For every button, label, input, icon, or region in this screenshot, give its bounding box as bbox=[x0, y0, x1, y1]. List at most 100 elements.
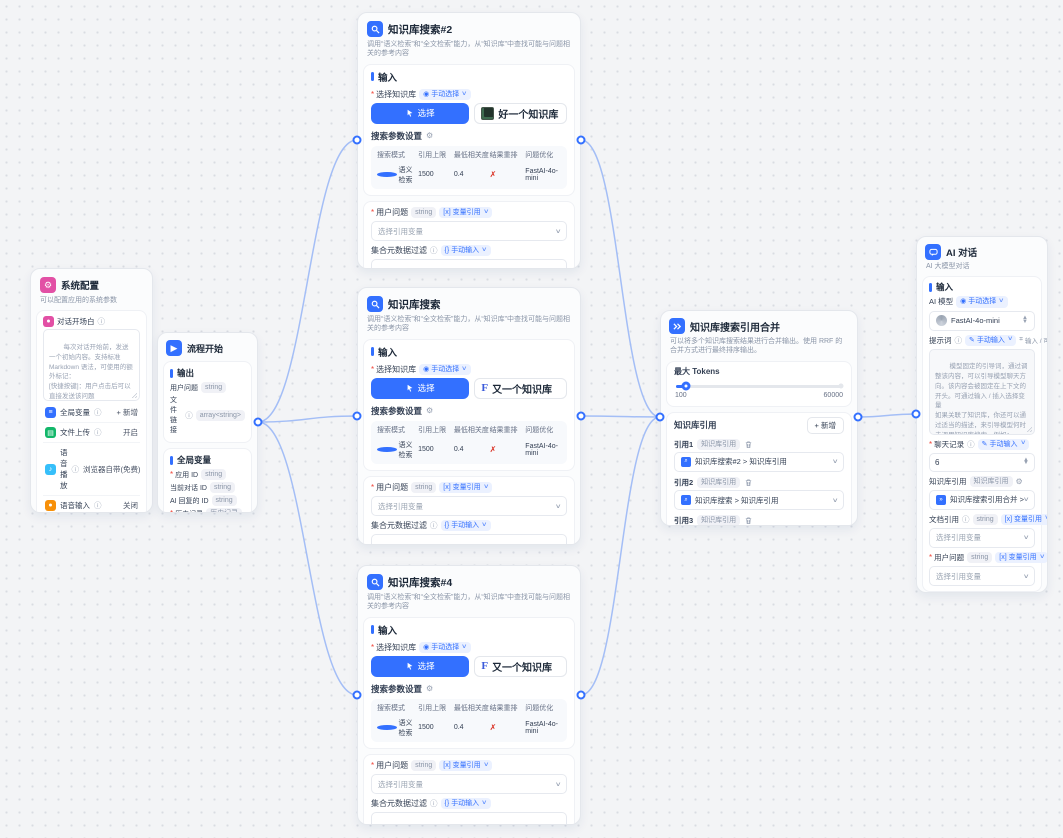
node-subtitle: 可以将多个知识库搜索结果进行合并输出。使用 RRF 的合并方式进行最终排序输出。 bbox=[670, 338, 843, 355]
handle-start-source[interactable] bbox=[253, 417, 263, 427]
trash-icon[interactable] bbox=[744, 478, 753, 487]
chevron-down-icon: ∨ bbox=[1022, 535, 1030, 542]
node-ai-chat[interactable]: AI 对话 AI 大模型对话 输入 AI 模型 ◉ 手动选择 ∨ FastAI-4o… bbox=[916, 236, 1048, 593]
filter-input[interactable] bbox=[371, 259, 567, 268]
type-tag: 知识库引用 bbox=[697, 438, 741, 450]
manual-select-chip[interactable]: ◉ 手动选择 ∨ bbox=[956, 296, 1008, 308]
prompt-hint: 输入 / 可选择变量 bbox=[1024, 338, 1047, 346]
col-header: 引用上限 bbox=[418, 426, 447, 434]
question-variable-select[interactable]: 选择引用变量 ∨ bbox=[929, 566, 1035, 586]
quote-ref-select-2[interactable]: ⌕ 知识库搜索 > 知识库引用 ∨ bbox=[674, 490, 844, 511]
config-row-variables[interactable]: ≡ 全局变量 ⓘ + 新增 bbox=[43, 403, 140, 422]
quote-ref-select-1[interactable]: ⌕ 知识库搜索#2 > 知识库引用 ∨ bbox=[674, 451, 844, 472]
flow-start-icon: ▶ bbox=[166, 340, 182, 356]
required-mark: * bbox=[371, 364, 375, 374]
prompt-input[interactable]: 模型固定的引导词，通过调整该内容，可以引导模型聊天方向。该内容会被固定在上下文的… bbox=[929, 348, 1035, 435]
gear-icon[interactable]: ⚙ bbox=[426, 684, 434, 694]
section-bar bbox=[929, 282, 932, 292]
input-section-title: 输入 bbox=[378, 625, 398, 637]
filter-input[interactable] bbox=[371, 812, 567, 824]
dataset-item[interactable]: 好一个知识库 bbox=[474, 102, 567, 124]
manual-select-chip[interactable]: ◉ 手动选择 ∨ bbox=[419, 641, 471, 653]
dataset-item[interactable]: F 又一个知识库 bbox=[474, 655, 567, 677]
info-icon: ⓘ bbox=[185, 410, 193, 420]
dataset-item[interactable]: F 又一个知识库 bbox=[474, 377, 567, 399]
manual-input-chip[interactable]: {} 手动输入 ∨ bbox=[440, 245, 491, 257]
gear-icon[interactable]: ⚙ bbox=[426, 406, 434, 416]
config-row-tts[interactable]: ♪ 语音播放 ⓘ 浏览器自带(免费) bbox=[43, 442, 141, 495]
chevron-down-icon: ∨ bbox=[1019, 440, 1026, 447]
manual-select-chip[interactable]: ◉ 手动选择 ∨ bbox=[419, 363, 471, 375]
question-variable-select[interactable]: 选择引用变量 ∨ bbox=[371, 221, 567, 242]
node-title: 系统配置 bbox=[61, 281, 100, 292]
filter-input[interactable] bbox=[371, 534, 567, 544]
input-section-title: 输入 bbox=[378, 347, 398, 359]
node-flow-start[interactable]: ▶ 流程开始 输出 用户问题 string 文件链接 ⓘ array<string> … bbox=[157, 332, 258, 513]
manual-input-chip[interactable]: ✎ 手动输入 ∨ bbox=[965, 334, 1017, 346]
variable-ref-chip[interactable]: [x]变量引用∨ bbox=[995, 551, 1047, 563]
select-dataset-button[interactable]: 选择 bbox=[371, 655, 470, 677]
type-tag: string bbox=[201, 382, 227, 394]
history-count-input[interactable]: 6 ▲ ▼ bbox=[929, 452, 1035, 472]
handle-search4-source[interactable] bbox=[576, 690, 586, 700]
manual-input-chip[interactable]: {} 手动输入 ∨ bbox=[440, 520, 491, 532]
node-dataset-search-2[interactable]: 知识库搜索#2 调用“语义检索”和“全文检索”能力，从“知识库”中查找可能与问题… bbox=[357, 12, 581, 269]
question-variable-select[interactable]: 选择引用变量 ∨ bbox=[371, 496, 567, 517]
handle-merge-source[interactable] bbox=[853, 412, 863, 422]
variable-ref-chip[interactable]: [x]变量引用∨ bbox=[1000, 513, 1047, 525]
node-title: 知识库搜索#4 bbox=[388, 576, 453, 589]
doc-quote-select[interactable]: 选择引用变量 ∨ bbox=[929, 527, 1035, 548]
rerank-cross-icon: ✗ bbox=[489, 170, 497, 180]
handle-search2-target[interactable] bbox=[352, 135, 362, 145]
handle-search2-source[interactable] bbox=[576, 135, 586, 145]
col-header: 问题优化 bbox=[525, 704, 554, 712]
handle-search1-target[interactable] bbox=[352, 411, 362, 421]
trash-icon[interactable] bbox=[744, 440, 753, 449]
rerank-cross-icon: ✗ bbox=[489, 723, 497, 733]
add-variable-button[interactable]: + 新增 bbox=[116, 408, 138, 418]
output-label: 文件链接 bbox=[170, 397, 177, 435]
add-quote-button[interactable]: + 新增 bbox=[806, 416, 844, 434]
variable-ref-chip[interactable]: [x]变量引用∨ bbox=[439, 206, 493, 219]
cell-limit: 1500 bbox=[418, 724, 434, 732]
history-label: 聊天记录 bbox=[934, 439, 965, 449]
edge-merge-to-ai bbox=[857, 413, 917, 418]
handle-search4-target[interactable] bbox=[352, 690, 362, 700]
quote-source-select[interactable]: »知识库搜索引用合并 > 知识库引用 ∨ bbox=[929, 489, 1035, 510]
slider-min-label: 100 bbox=[675, 391, 687, 399]
variable-ref-chip[interactable]: [x]变量引用∨ bbox=[439, 759, 493, 772]
type-tag: string bbox=[411, 206, 437, 219]
handle-ai-target[interactable] bbox=[911, 409, 921, 419]
manual-select-chip[interactable]: ◉ 手动选择 ∨ bbox=[419, 88, 471, 100]
resize-handle-icon[interactable] bbox=[1026, 425, 1032, 432]
node-dataset-search-4[interactable]: 知识库搜索#4 调用“语义检索”和“全文检索”能力，从“知识库”中查找可能与问题… bbox=[357, 565, 581, 825]
node-subtitle: 调用“语义检索”和“全文检索”能力，从“知识库”中查找可能与问题相关的参考内容 bbox=[367, 41, 570, 58]
stepper-icon[interactable]: ▲ ▼ bbox=[1023, 456, 1029, 467]
params-table: 搜索模式 引用上限 最低相关度 结果重排 问题优化 语义检索 1500 0.4 … bbox=[371, 698, 567, 742]
question-variable-select[interactable]: 选择引用变量 ∨ bbox=[371, 774, 567, 795]
manual-input-chip[interactable]: ✎ 手动输入 ∨ bbox=[977, 438, 1029, 450]
resize-handle-icon[interactable] bbox=[131, 392, 137, 399]
gear-icon[interactable]: ⚙ bbox=[1015, 476, 1023, 486]
manual-input-chip[interactable]: {} 手动输入 ∨ bbox=[440, 798, 491, 810]
voice-input-icon: ● bbox=[45, 500, 56, 512]
node-system-config[interactable]: ⚙ 系统配置 可以配置应用的系统参数 ● 对话开场白 ⓘ 每次对话开始前，发送一… bbox=[30, 268, 153, 513]
gear-icon[interactable]: ⚙ bbox=[426, 131, 434, 141]
ai-model-select[interactable]: FastAI-4o-mini ▲ ▼ bbox=[929, 310, 1035, 331]
config-row-file-upload[interactable]: ▤ 文件上传 ⓘ 开启 bbox=[43, 422, 140, 442]
select-dataset-button[interactable]: 选择 bbox=[371, 102, 470, 124]
handle-merge-target[interactable] bbox=[655, 412, 665, 422]
params-title: 搜索参数设置 bbox=[371, 683, 423, 694]
select-dataset-button[interactable]: 选择 bbox=[371, 377, 470, 399]
node-quote-merge[interactable]: 知识库搜索引用合并 可以将多个知识库搜索结果进行合并输出。使用 RRF 的合并方… bbox=[660, 310, 858, 526]
slider-knob[interactable] bbox=[681, 381, 691, 391]
handle-search1-source[interactable] bbox=[576, 411, 586, 421]
node-dataset-search-1[interactable]: 知识库搜索 调用“语义检索”和“全文检索”能力，从“知识库”中查找可能与问题相关… bbox=[357, 287, 581, 545]
config-row-voice-input[interactable]: ● 语音输入 ⓘ 关闭 bbox=[43, 495, 140, 512]
welcome-text-input[interactable]: 每次对话开始前，发送一个初始内容。支持标准 Markdown 语法，可使用的额外… bbox=[43, 329, 140, 402]
trash-icon[interactable] bbox=[744, 516, 753, 525]
max-tokens-slider[interactable] bbox=[676, 381, 844, 391]
variable-ref-chip[interactable]: [x]变量引用∨ bbox=[439, 481, 493, 494]
